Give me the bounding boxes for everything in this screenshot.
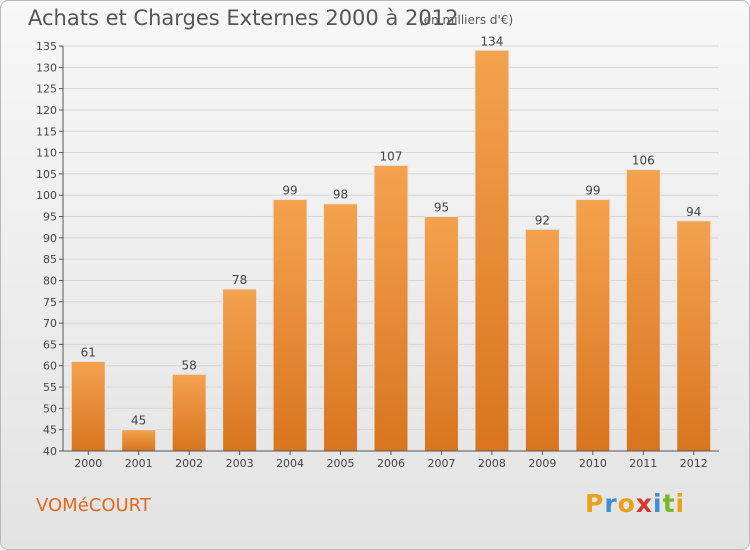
logo-letter: P (585, 489, 605, 518)
town-name: VOMéCOURT (36, 495, 151, 516)
y-tick-label: 45 (43, 424, 57, 437)
data-label-2000: 61 (81, 345, 96, 359)
logo-letter: o (617, 489, 636, 518)
logo-letter: t (662, 489, 676, 518)
data-label-2006: 107 (380, 149, 403, 163)
logo-letter: i (653, 489, 663, 518)
y-tick-label: 110 (36, 147, 57, 160)
bar-2007 (423, 216, 459, 452)
data-label-2002: 58 (182, 358, 197, 372)
x-tick-label-2002: 2002 (175, 457, 203, 470)
data-label-2008: 134 (480, 34, 503, 48)
logo-letter: i (675, 489, 686, 518)
data-label-2011: 106 (632, 154, 655, 168)
x-tick-label-2007: 2007 (427, 457, 455, 470)
bar-2000 (70, 360, 106, 452)
x-tick-label-2001: 2001 (125, 457, 153, 470)
y-tick-label: 55 (43, 381, 57, 394)
x-tick-label-2012: 2012 (680, 457, 708, 470)
data-label-2012: 94 (686, 205, 701, 219)
x-tick-label-2011: 2011 (629, 457, 657, 470)
bar-2001 (121, 429, 157, 452)
y-tick-label: 130 (36, 61, 57, 74)
data-label-2003: 78 (232, 273, 247, 287)
x-tick-label-2003: 2003 (226, 457, 254, 470)
x-tick-label-2005: 2005 (327, 457, 355, 470)
y-tick-label: 75 (43, 296, 57, 309)
x-tick-label-2006: 2006 (377, 457, 405, 470)
bar-2011 (625, 169, 661, 452)
y-tick-label: 40 (43, 445, 57, 458)
data-label-2005: 98 (333, 188, 348, 202)
bars (70, 49, 712, 452)
bar-2002 (171, 373, 207, 452)
bar-2005 (323, 203, 359, 452)
y-tick-label: 125 (36, 83, 57, 96)
data-labels: 61 45 58 78 99 98 107 95 134 92 99 106 94 (81, 34, 702, 427)
data-label-2010: 99 (585, 183, 600, 197)
x-tick-label-2010: 2010 (579, 457, 607, 470)
bar-2012 (676, 220, 712, 452)
x-tick-label-2004: 2004 (276, 457, 304, 470)
y-tick-label: 100 (36, 189, 57, 202)
y-tick-label: 80 (43, 274, 57, 287)
logo-letter: r (604, 489, 618, 518)
x-axis-ticks: 2000 2001 2002 2003 2004 2005 2006 2007 2008 2009… (74, 451, 708, 470)
bar-2006 (373, 164, 409, 452)
y-tick-label: 105 (36, 168, 57, 181)
data-label-2004: 99 (282, 183, 297, 197)
x-tick-label-2000: 2000 (74, 457, 102, 470)
data-label-2009: 92 (535, 213, 550, 227)
y-tick-label: 90 (43, 232, 57, 245)
y-tick-label: 95 (43, 211, 57, 224)
y-tick-label: 135 (36, 40, 57, 53)
bar-2010 (575, 198, 611, 452)
logo-letter: x (635, 489, 653, 518)
x-tick-label-2008: 2008 (478, 457, 506, 470)
y-tick-label: 70 (43, 317, 57, 330)
axes (62, 46, 719, 452)
y-tick-label: 85 (43, 253, 57, 266)
x-tick-label-2009: 2009 (528, 457, 556, 470)
data-label-2007: 95 (434, 201, 449, 215)
proxiti-logo: Proxiti (585, 489, 685, 518)
data-label-2001: 45 (131, 414, 146, 428)
bar-2008 (474, 49, 510, 452)
bar-2003 (222, 288, 258, 452)
y-axis-ticks: 40 45 50 55 60 65 70 75 80 85 90 95 100 105 110 115 120 1… (36, 40, 63, 458)
chart-subtitle: (en milliers d'€) (419, 13, 514, 27)
bar-2009 (524, 228, 560, 452)
y-tick-label: 115 (36, 125, 57, 138)
y-tick-label: 50 (43, 402, 57, 415)
y-tick-label: 65 (43, 338, 57, 351)
y-tick-label: 120 (36, 104, 57, 117)
y-tick-label: 60 (43, 360, 57, 373)
chart-title: Achats et Charges Externes 2000 à 2012 (28, 6, 459, 30)
bar-2004 (272, 198, 308, 452)
